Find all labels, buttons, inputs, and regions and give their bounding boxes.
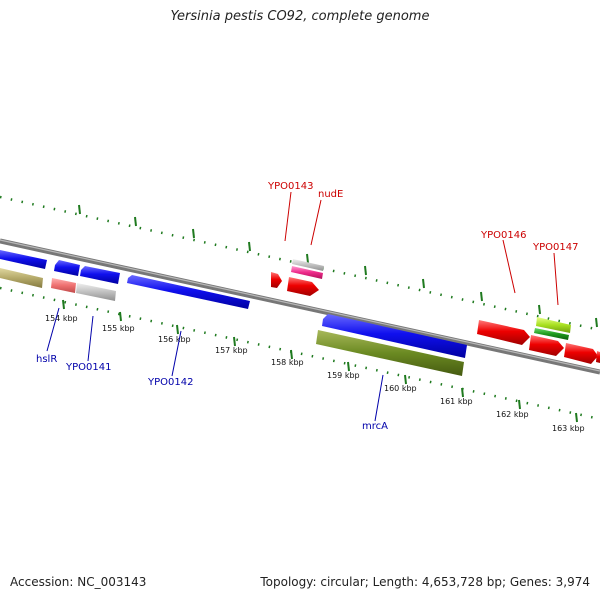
forward-gene-labels: YPO0143 nudE YPO0146 YPO0147 bbox=[267, 181, 578, 306]
genome-summary-text: Topology: circular; Length: 4,653,728 bp… bbox=[260, 575, 590, 589]
gene-arrow-reverse[interactable] bbox=[54, 260, 80, 276]
gene-arrow-forward[interactable] bbox=[529, 335, 564, 356]
feature-bar-nudE[interactable] bbox=[292, 259, 324, 271]
gene-label-YPO0146[interactable]: YPO0146 bbox=[480, 230, 526, 241]
gene-label-YPO0143[interactable]: YPO0143 bbox=[267, 181, 313, 192]
feature-bar[interactable] bbox=[0, 268, 43, 288]
feature-bar[interactable] bbox=[76, 283, 116, 301]
feature-bar[interactable] bbox=[536, 317, 571, 333]
gene-arrow-forward[interactable] bbox=[564, 343, 598, 364]
scale-label: 162 kbp bbox=[496, 410, 529, 419]
feature-track bbox=[0, 250, 600, 376]
gene-arrow-forward[interactable] bbox=[287, 277, 319, 296]
scale-label: 154 kbp bbox=[45, 314, 78, 323]
scale-label: 160 kbp bbox=[384, 384, 417, 393]
scale-label: 163 kbp bbox=[552, 424, 585, 433]
scale-label: 159 kbp bbox=[327, 371, 360, 380]
scale-label: 161 kbp bbox=[440, 397, 473, 406]
feature-bar[interactable] bbox=[51, 278, 76, 293]
feature-bar-mrcA[interactable] bbox=[316, 330, 464, 376]
gene-arrow-reverse[interactable] bbox=[127, 275, 250, 309]
genome-backbone bbox=[0, 238, 600, 375]
gene-label-YPO0142[interactable]: YPO0142 bbox=[147, 377, 193, 388]
scale-label: 155 kbp bbox=[102, 324, 135, 333]
scale-label: 156 kbp bbox=[158, 335, 191, 344]
feature-bar[interactable] bbox=[534, 328, 569, 340]
feature-bar-nudE[interactable] bbox=[291, 266, 323, 279]
scale-labels: 154 kbp 155 kbp 156 kbp 157 kbp 158 kbp … bbox=[45, 314, 585, 433]
map-title: Yersinia pestis CO92, complete genome bbox=[170, 9, 430, 24]
gene-arrow-mrcA[interactable] bbox=[322, 314, 467, 358]
scale-label: 157 kbp bbox=[215, 346, 248, 355]
genome-backbone-highlight bbox=[0, 239, 600, 372]
gene-label-YPO0141[interactable]: YPO0141 bbox=[65, 362, 111, 373]
gene-label-YPO0147[interactable]: YPO0147 bbox=[532, 242, 578, 253]
accession-text: Accession: NC_003143 bbox=[10, 575, 147, 589]
gene-label-mrcA[interactable]: mrcA bbox=[362, 421, 388, 432]
gene-arrow-forward[interactable] bbox=[477, 320, 530, 345]
outer-tick-ring bbox=[0, 195, 600, 332]
gene-arrow-reverse[interactable] bbox=[0, 250, 47, 269]
gene-label-nudE[interactable]: nudE bbox=[318, 189, 343, 200]
gene-label-hslR[interactable]: hslR bbox=[36, 354, 57, 365]
scale-label: 158 kbp bbox=[271, 358, 304, 367]
gene-arrow-forward[interactable] bbox=[271, 272, 282, 288]
inner-tick-ring bbox=[0, 286, 600, 423]
reverse-gene-labels: hslR YPO0141 YPO0142 mrcA bbox=[36, 307, 388, 432]
gene-arrow-forward-edge[interactable] bbox=[596, 351, 600, 363]
gene-arrow-reverse[interactable] bbox=[80, 266, 120, 284]
